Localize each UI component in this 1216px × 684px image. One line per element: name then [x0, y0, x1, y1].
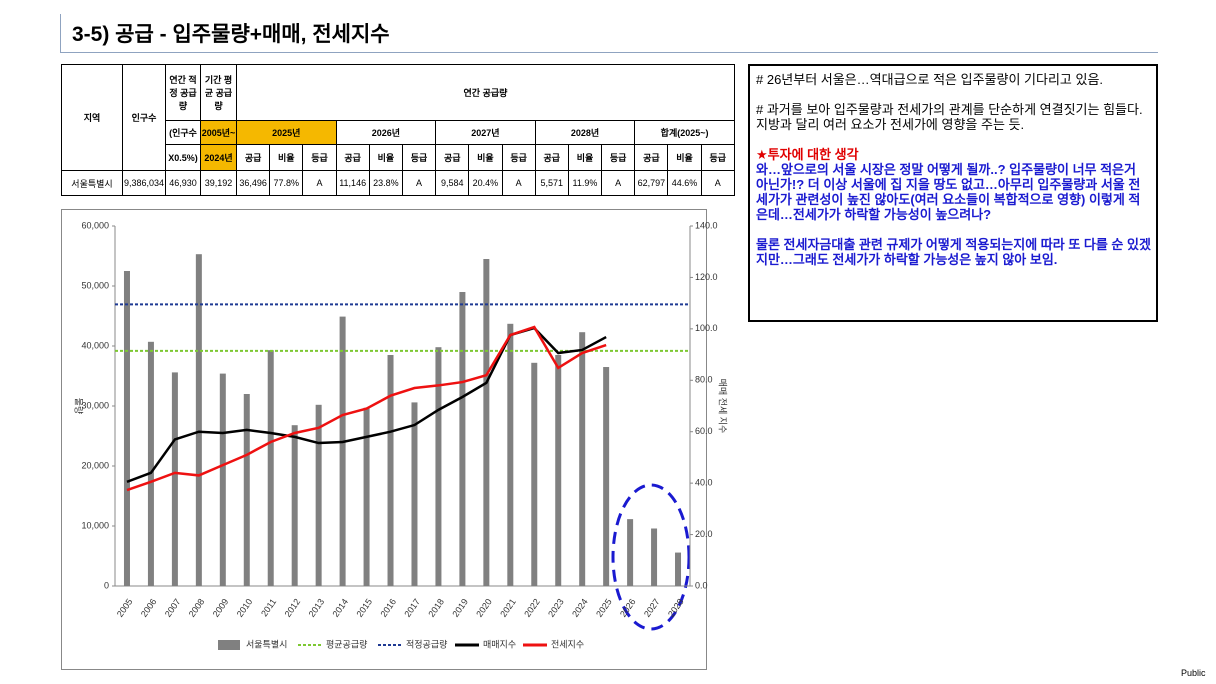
cell: 2026년 [335, 120, 437, 145]
cell: 23.8% [368, 170, 403, 196]
cell: 비율 [468, 144, 503, 171]
cell: 등급 [501, 144, 536, 171]
cell: 2027년 [435, 120, 536, 145]
cell: 9,386,034 [122, 170, 166, 196]
note: # 과거를 보아 입주물량과 전세가의 관계를 단순하게 연결짓기는 힘들다. … [756, 102, 1143, 132]
title-bar [60, 14, 61, 52]
cell: 인구수 [122, 64, 166, 171]
cell: 비율 [667, 144, 702, 171]
y2-axis-label: 매매 전세 지수 [718, 379, 728, 434]
cell: A [700, 170, 735, 196]
cell: 비율 [567, 144, 603, 171]
cell: 46,930 [165, 170, 201, 196]
cell: 연간 적정 공급량 [165, 64, 201, 121]
cell: 등급 [401, 144, 437, 171]
cell: 5,571 [534, 170, 569, 196]
cell: 등급 [601, 144, 636, 171]
cell: 기간 평균 공급량 [200, 64, 237, 121]
cell: 62,797 [634, 170, 669, 196]
cell: 등급 [302, 144, 337, 171]
cell: 9,584 [435, 170, 470, 196]
cell: 44.6% [667, 170, 702, 196]
cell: 공급 [235, 144, 271, 171]
page-title: 3-5) 공급 - 입주물량+매매, 전세지수 [72, 23, 390, 46]
note: 물론 전세자금대출 관련 규제가 어떻게 적용되는지에 따라 또 다를 순 있겠… [756, 237, 1151, 267]
cell: A [302, 170, 337, 196]
title-rule [60, 52, 1158, 53]
cell: 2028년 [534, 120, 636, 145]
cell: 등급 [700, 144, 735, 171]
cell: 연간 공급량 [236, 64, 735, 121]
footer: Public [1181, 668, 1206, 678]
cell: 비율 [368, 144, 403, 171]
cell: 11,146 [335, 170, 370, 196]
cell: 공급 [634, 144, 669, 171]
cell: X0.5%) [165, 144, 201, 171]
cell: 2024년 [200, 144, 237, 171]
cell: A [501, 170, 536, 196]
supply-table: 지역 인구수 연간 적정 공급량 기간 평균 공급량 연간 공급량 (인구수 2… [61, 64, 735, 196]
chart-frame [61, 209, 707, 670]
cell: A [601, 170, 636, 196]
cell: 공급 [335, 144, 370, 171]
cell: 36,496 [235, 170, 271, 196]
cell: 지역 [61, 64, 123, 171]
cell: 2005년~ [200, 120, 237, 145]
cell: 77.8% [269, 170, 304, 196]
cell: 비율 [269, 144, 304, 171]
cell: 공급 [435, 144, 470, 171]
note-heading: ★투자에 대한 생각 [756, 147, 859, 162]
cell: A [401, 170, 437, 196]
cell: 공급 [534, 144, 569, 171]
cell: 39,192 [200, 170, 237, 196]
cell: (인구수 [165, 120, 201, 145]
note: 와…앞으로의 서울 시장은 정말 어떻게 될까..? 입주물량이 너무 적은거 … [756, 162, 1141, 222]
cell: 20.4% [468, 170, 503, 196]
note: # 26년부터 서울은…역대급으로 적은 입주물량이 기다리고 있음. [756, 72, 1104, 87]
cell: 11.9% [567, 170, 603, 196]
cell: 합계(2025~) [634, 120, 735, 145]
cell: 서울특별시 [61, 170, 123, 196]
cell: 2025년 [236, 120, 337, 145]
notes-box: # 26년부터 서울은…역대급으로 적은 입주물량이 기다리고 있음. # 과거… [748, 64, 1158, 322]
